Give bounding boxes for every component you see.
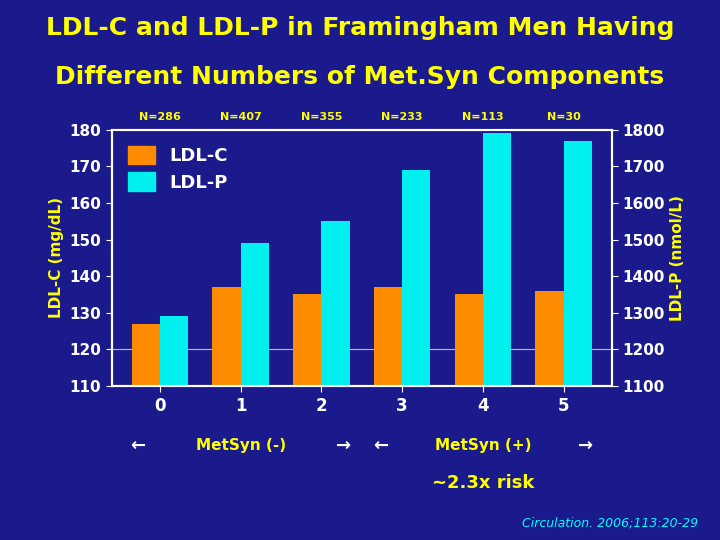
Bar xyxy=(483,133,511,540)
Text: ←: ← xyxy=(130,436,145,455)
Text: ~2.3x risk: ~2.3x risk xyxy=(432,474,534,492)
Text: N=407: N=407 xyxy=(220,111,261,122)
Y-axis label: LDL-P (nmol/L): LDL-P (nmol/L) xyxy=(670,195,685,321)
Bar xyxy=(536,291,564,540)
Text: N=286: N=286 xyxy=(139,111,181,122)
Y-axis label: LDL-C (mg/dL): LDL-C (mg/dL) xyxy=(49,197,64,319)
Text: N=233: N=233 xyxy=(382,111,423,122)
Bar xyxy=(160,316,188,540)
Bar xyxy=(402,170,431,540)
Text: Circulation. 2006;113:20-29: Circulation. 2006;113:20-29 xyxy=(522,516,698,529)
Text: MetSyn (-): MetSyn (-) xyxy=(196,438,286,453)
Text: N=30: N=30 xyxy=(546,111,580,122)
Text: N=113: N=113 xyxy=(462,111,504,122)
Bar xyxy=(374,287,402,540)
Text: LDL-C and LDL-P in Framingham Men Having: LDL-C and LDL-P in Framingham Men Having xyxy=(46,16,674,40)
Text: →: → xyxy=(336,436,351,455)
Bar xyxy=(132,324,160,540)
Bar xyxy=(293,294,321,540)
Text: Different Numbers of Met.Syn Components: Different Numbers of Met.Syn Components xyxy=(55,65,665,89)
Bar xyxy=(321,221,350,540)
Text: N=355: N=355 xyxy=(301,111,342,122)
Bar xyxy=(212,287,240,540)
Text: →: → xyxy=(578,436,593,455)
Bar xyxy=(454,294,483,540)
Legend: LDL-C, LDL-P: LDL-C, LDL-P xyxy=(121,139,235,199)
Bar xyxy=(564,140,592,540)
Text: MetSyn (+): MetSyn (+) xyxy=(435,438,531,453)
Bar xyxy=(240,243,269,540)
Text: ←: ← xyxy=(373,436,388,455)
